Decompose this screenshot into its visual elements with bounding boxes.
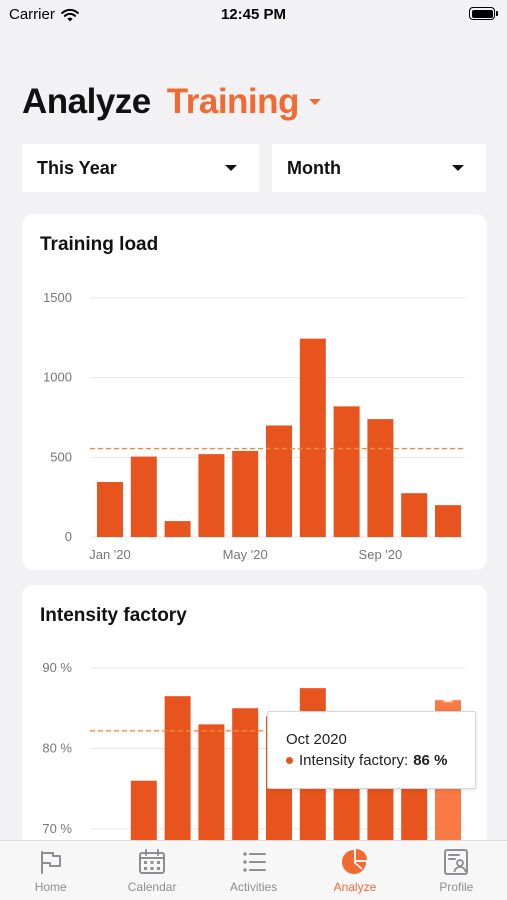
tab-home[interactable]: Home <box>0 841 101 900</box>
x-tick-label: Jan '20 <box>89 547 131 562</box>
tab-label: Analyze <box>333 880 377 894</box>
status-time: 12:45 PM <box>220 6 287 23</box>
chart-bar[interactable] <box>435 505 461 537</box>
chart-bar[interactable] <box>130 456 157 537</box>
chart-tooltip: Oct 2020 Intensity factory: 86 % <box>267 711 476 789</box>
tab-calendar[interactable]: Calendar <box>101 841 202 900</box>
tab-label: Activities <box>229 880 278 894</box>
status-bar: Carrier 12:45 PM <box>0 0 507 30</box>
chart-bar[interactable] <box>401 493 428 537</box>
y-tick-label: 1000 <box>43 370 72 385</box>
carrier-label: Carrier <box>9 6 55 23</box>
training-load-chart[interactable]: 0 500 1000 1500 Jan '20 May '20 Sep '20 <box>22 214 487 570</box>
tooltip-value: 86 % <box>413 752 448 769</box>
tooltip-title: Oct 2020 <box>286 731 347 748</box>
chevron-down-icon <box>452 165 464 171</box>
category-selector-label: Training <box>166 82 300 121</box>
chart-bar[interactable] <box>97 482 123 537</box>
chart-bar[interactable] <box>333 406 360 537</box>
tab-profile[interactable]: Profile <box>406 841 507 900</box>
x-tick-label: Sep '20 <box>359 547 403 562</box>
tab-activities[interactable]: Activities <box>203 841 304 900</box>
category-selector[interactable]: Training <box>167 82 321 122</box>
pie-chart-icon <box>341 849 367 874</box>
y-tick-label: 90 % <box>42 660 72 675</box>
y-tick-label: 500 <box>50 449 72 464</box>
tab-bar: Home Calendar Activities Analyze <box>0 840 507 900</box>
flag-icon <box>40 851 61 874</box>
period-dropdown[interactable]: This Year <box>22 144 259 192</box>
card-title: Training load <box>40 234 159 255</box>
page-header: Analyze Training <box>22 82 321 122</box>
calendar-icon <box>139 849 166 874</box>
training-load-card: Training load 0 500 1000 1500 Jan '20 May '20… <box>22 214 487 570</box>
period-dropdown-label: This Year <box>37 157 117 178</box>
tab-label: Calendar <box>127 880 177 894</box>
y-tick-label: 1500 <box>43 290 72 305</box>
tab-label: Home <box>34 880 67 894</box>
y-tick-label: 80 % <box>42 741 72 756</box>
chart-bar[interactable] <box>232 450 259 537</box>
y-tick-label: 70 % <box>42 821 72 836</box>
profile-icon <box>444 849 469 875</box>
wifi-icon <box>61 8 79 21</box>
list-icon <box>242 852 266 872</box>
selection-marker <box>443 696 453 703</box>
chart-bar[interactable] <box>266 425 292 537</box>
card-title: Intensity factory <box>40 605 187 626</box>
chart-bar[interactable] <box>299 338 326 537</box>
series-dot-icon <box>286 757 293 764</box>
tab-label: Profile <box>439 880 474 894</box>
y-tick-label: 0 <box>65 529 72 544</box>
chart-bar[interactable] <box>367 419 394 537</box>
tooltip-series-label: Intensity factory: <box>299 752 409 769</box>
granularity-dropdown-label: Month <box>287 157 341 178</box>
granularity-dropdown[interactable]: Month <box>272 144 486 192</box>
chart-bar[interactable] <box>164 521 191 537</box>
chart-bar[interactable] <box>198 454 225 537</box>
chevron-down-icon <box>308 99 321 105</box>
page-title: Analyze <box>22 82 151 121</box>
x-tick-label: May '20 <box>223 547 268 562</box>
tab-analyze[interactable]: Analyze <box>304 841 405 900</box>
battery-icon <box>469 7 498 20</box>
chevron-down-icon <box>225 165 237 171</box>
